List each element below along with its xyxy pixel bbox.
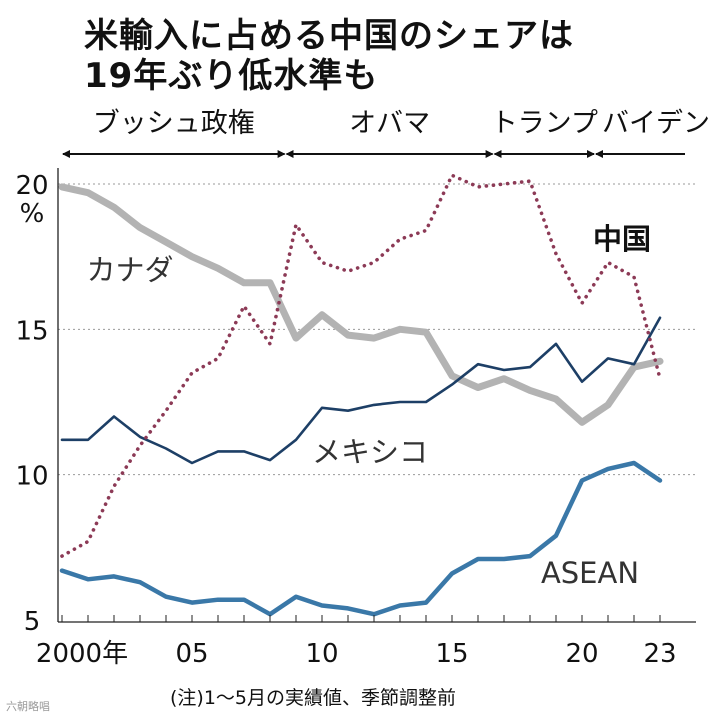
x-tick-label: 15 xyxy=(435,639,468,669)
x-tick-label: 20 xyxy=(565,639,598,669)
era-label: オバマ xyxy=(349,108,430,139)
era-label: ブッシュ政権 xyxy=(93,108,255,139)
series-line-カナダ xyxy=(58,183,664,426)
series-label-ASEAN: ASEAN xyxy=(541,556,639,590)
y-tick-label: 5 xyxy=(24,607,41,637)
footnote: (注)1～5月の実績値、季節調整前 xyxy=(170,687,457,709)
chart-title-line2: 19年ぶり低水準も xyxy=(84,56,379,96)
era-label: バイデン xyxy=(602,108,710,139)
watermark: 六朝略唱 xyxy=(6,700,50,713)
series-label-中国: 中国 xyxy=(593,222,651,256)
y-tick-label: 10 xyxy=(15,462,48,492)
series-label-カナダ: カナダ xyxy=(86,253,173,287)
x-tick-label: 2000年 xyxy=(36,639,128,669)
era-label: トランプ xyxy=(491,108,598,139)
x-tick-label: 23 xyxy=(643,639,676,669)
series-line-メキシコ xyxy=(60,316,662,465)
x-tick-label: 10 xyxy=(305,639,338,669)
y-unit-label: % xyxy=(20,199,45,229)
x-tick-label: 05 xyxy=(175,639,208,669)
y-tick-label: 15 xyxy=(15,316,48,346)
chart-title-line1: 米輸入に占める中国のシェアは xyxy=(84,16,574,56)
y-tick-label: 20 xyxy=(15,171,48,201)
series-label-メキシコ: メキシコ xyxy=(312,435,428,469)
series-line-ASEAN xyxy=(59,460,663,617)
